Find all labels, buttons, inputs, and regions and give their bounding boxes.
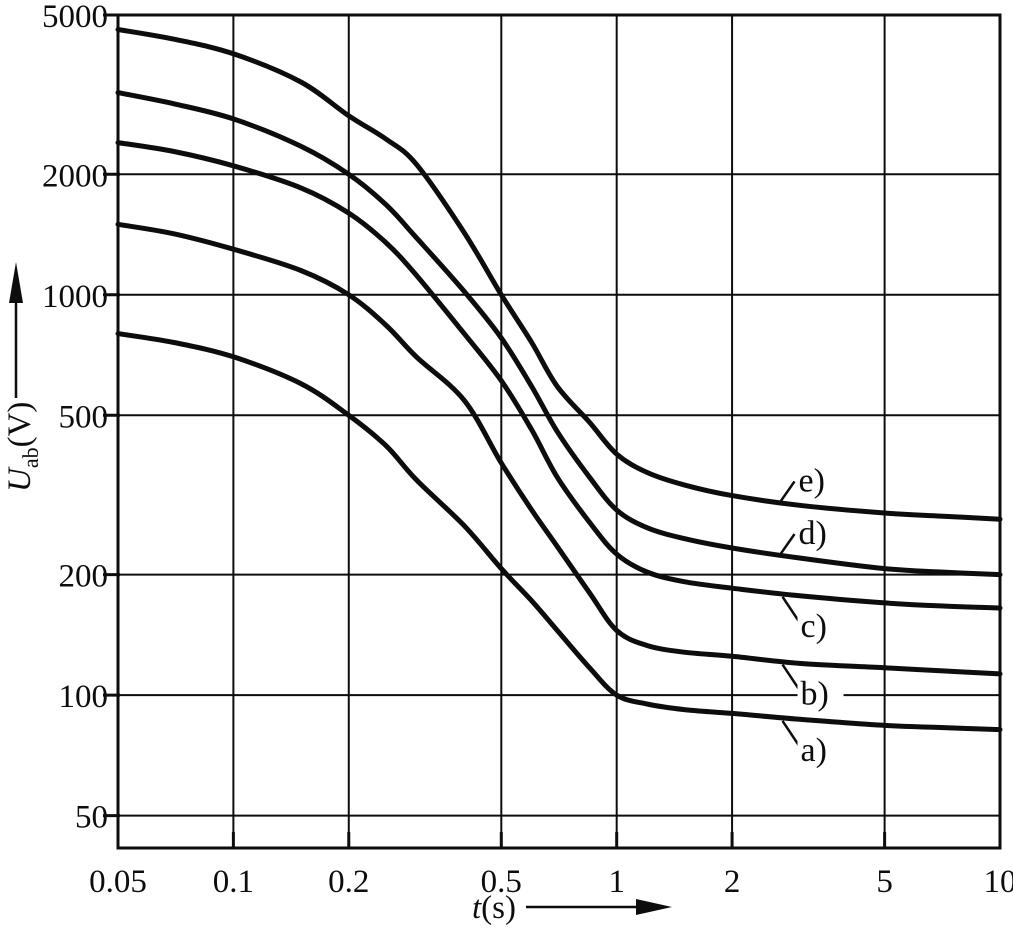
curve-a — [115, 331, 1003, 733]
curve-label: d) — [799, 515, 827, 552]
curve-c-callout: c) — [781, 596, 844, 645]
y-tick-label: 200 — [59, 559, 109, 595]
x-tick-label: 0.5 — [481, 864, 522, 900]
y-axis-title: Uab(V) — [2, 262, 43, 492]
curve-c — [115, 140, 1003, 611]
x-tick-label: 0.2 — [328, 864, 369, 900]
label-leader-line — [779, 480, 796, 503]
curve-d-callout: d) — [779, 515, 842, 555]
curve-e-callout: e) — [779, 462, 842, 503]
y-tick-label: 500 — [59, 399, 109, 435]
label-leader-line — [781, 663, 800, 690]
x-tick-label: 1 — [608, 864, 625, 900]
x-tick-label: 2 — [724, 864, 741, 900]
curve-b-callout: b) — [781, 663, 844, 713]
label-background — [797, 677, 844, 712]
x-axis-title: t(s) — [472, 890, 672, 926]
x-tick-label: 0.1 — [213, 864, 254, 900]
y-tick-label: 2000 — [42, 158, 108, 194]
label-background — [797, 609, 844, 644]
curve-label: e) — [799, 462, 825, 499]
curve-b — [115, 221, 1003, 677]
y-tick-label: 50 — [75, 800, 108, 836]
y-tick-label: 5000 — [42, 0, 108, 35]
label-background — [795, 517, 842, 552]
x-tick-label: 10 — [984, 864, 1013, 900]
curve-d — [115, 90, 1003, 578]
label-leader-line — [781, 720, 800, 746]
label-background — [797, 733, 844, 768]
x-tick-label: 0.05 — [89, 864, 147, 900]
curve-label: b) — [801, 676, 829, 713]
y-tick-label: 100 — [59, 679, 109, 715]
y-tick-label: 1000 — [42, 279, 108, 315]
plot-frame — [116, 13, 1002, 850]
curve-e — [115, 26, 1003, 522]
label-leader-line — [779, 533, 796, 555]
curve-label: a) — [801, 732, 827, 769]
curve-a-callout: a) — [781, 720, 844, 769]
label-background — [795, 464, 842, 499]
x-axis-arrow-head — [636, 899, 672, 915]
curve-label: c) — [801, 608, 827, 645]
y-axis-label: Uab(V) — [2, 402, 43, 492]
x-axis-label: t(s) — [472, 890, 516, 926]
x-tick-label: 5 — [876, 864, 893, 900]
y-axis-arrow-head — [9, 262, 23, 303]
label-leader-line — [781, 596, 800, 622]
